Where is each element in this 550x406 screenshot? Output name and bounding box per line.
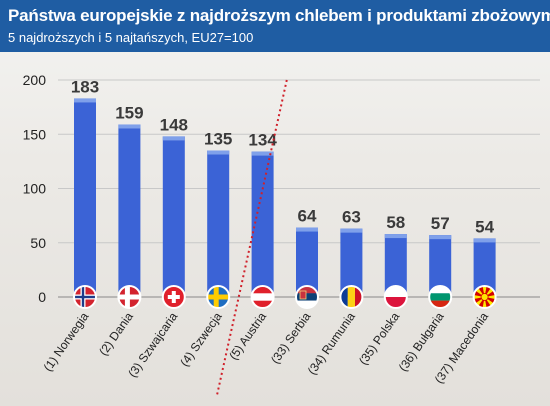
y-tick-label: 200 (23, 72, 47, 88)
y-tick-label: 100 (23, 181, 47, 197)
category-label: (36) Bułgaria (396, 309, 447, 374)
value-label: 159 (115, 103, 143, 122)
value-label: 63 (342, 208, 361, 227)
bar (207, 150, 230, 297)
bar (118, 124, 141, 297)
poland-flag-icon (383, 285, 408, 309)
value-label: 183 (71, 77, 99, 96)
norway-flag-icon (73, 285, 97, 309)
bar (296, 227, 318, 297)
category-label: (33) Serbia (268, 309, 314, 366)
value-label: 135 (204, 130, 232, 149)
bar (429, 235, 452, 297)
separator-line (215, 79, 288, 397)
bar (340, 228, 363, 297)
category-label: (4) Szwecja (177, 309, 225, 369)
y-tick-label: 50 (30, 235, 46, 251)
bar-cap (429, 235, 452, 240)
bar (162, 136, 185, 297)
denmark-flag-icon (117, 285, 142, 309)
bar-cap (207, 150, 230, 155)
value-label: 64 (298, 207, 317, 226)
bar (74, 98, 96, 297)
bar (251, 151, 274, 297)
sweden-flag-icon (206, 285, 231, 309)
y-tick-label: 150 (23, 126, 47, 142)
category-label: (1) Norwegia (41, 309, 92, 374)
bar-cap (473, 238, 496, 243)
category-label: (5) Austria (226, 309, 269, 362)
romania-flag-icon (339, 285, 364, 309)
bar-cap (251, 151, 274, 156)
bar-cap (162, 136, 185, 141)
category-label: (2) Dania (96, 309, 136, 358)
bar-cap (340, 228, 363, 233)
bar-cap (384, 234, 407, 239)
chart-subtitle: 5 najdroższych i 5 najtańszych, EU27=100 (8, 30, 254, 45)
austria-flag-icon (250, 285, 275, 309)
bar-cap (296, 227, 318, 232)
serbia-flag-icon (295, 285, 319, 309)
value-label: 54 (475, 217, 494, 236)
bulgaria-flag-icon (428, 285, 453, 309)
category-label: (34) Rumunia (305, 309, 358, 377)
chart-header: Państwa europejskie z najdroższym chlebe… (0, 0, 550, 52)
bar (473, 238, 496, 297)
value-label: 134 (248, 131, 277, 150)
bar-cap (74, 98, 96, 103)
switzerland-flag-icon (161, 285, 186, 309)
value-label: 148 (160, 115, 188, 134)
bar-chart: 0 50 100 150 200 183 159 148 135 134 64 63 58 57 54 (1)… (23, 72, 540, 397)
category-label: (35) Polska (356, 309, 402, 367)
bar-cap (118, 124, 141, 129)
chart-title: Państwa europejskie z najdroższym chlebe… (8, 6, 550, 25)
y-tick-label: 0 (38, 289, 46, 305)
value-label: 57 (431, 214, 450, 233)
value-label: 58 (386, 213, 405, 232)
bar (384, 234, 407, 297)
